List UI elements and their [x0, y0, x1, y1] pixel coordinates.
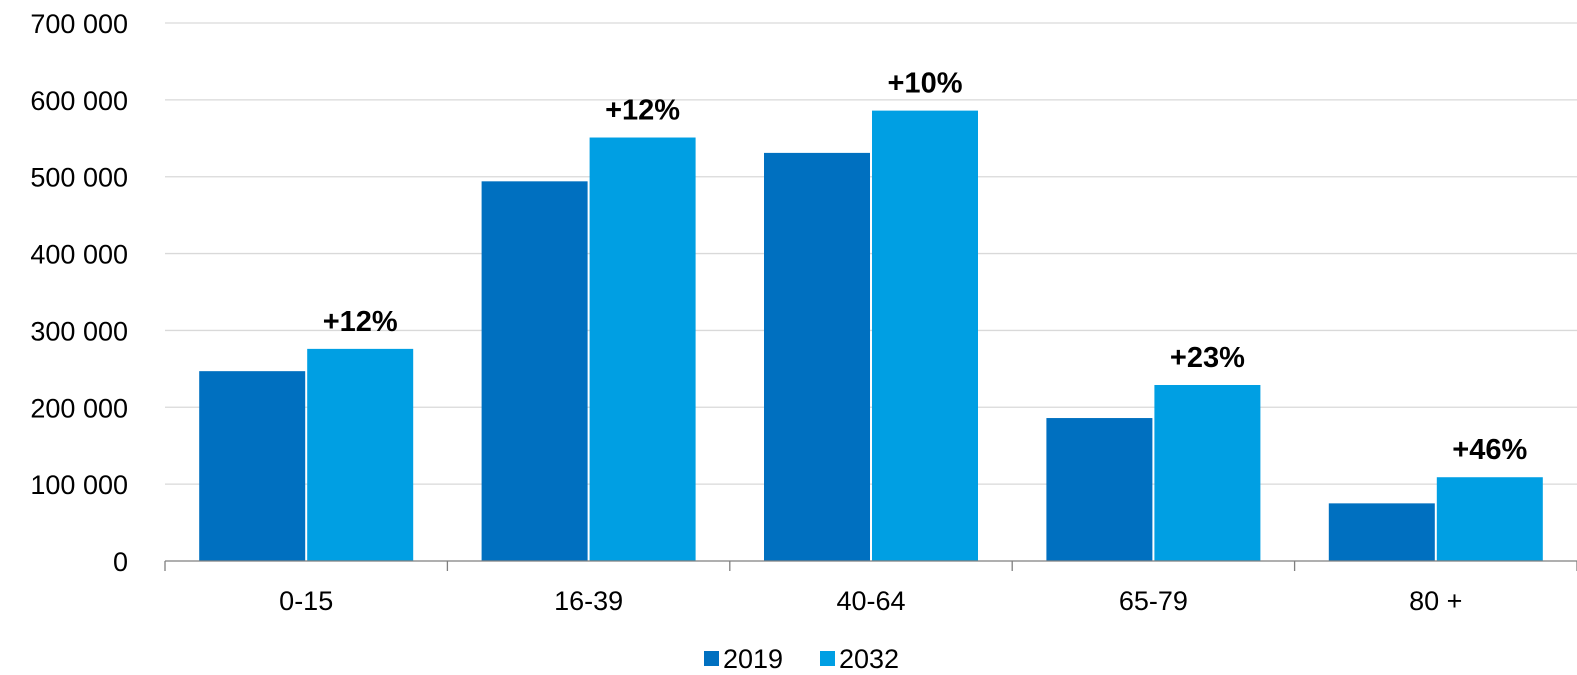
bar-2032-0-15 [307, 348, 414, 561]
growth-annotation: +12% [605, 95, 680, 127]
y-tick-label: 400 000 [30, 240, 128, 270]
bar-series [199, 110, 1543, 562]
x-axis: 0-15 16-39 40-64 65-79 80 + [164, 560, 1577, 616]
bar-2019-40-64 [764, 152, 870, 562]
bar-2032-65-79 [1154, 384, 1261, 561]
y-tick-label: 0 [113, 547, 128, 577]
legend-swatch-2019 [704, 651, 719, 666]
bar-2032-80+ [1436, 477, 1543, 561]
x-tick-label: 80 + [1409, 586, 1462, 616]
legend: 2019 2032 [704, 644, 899, 674]
y-tick-label: 700 000 [30, 9, 128, 39]
y-tick-label: 100 000 [30, 470, 128, 500]
y-tick-label: 600 000 [30, 86, 128, 116]
x-tick-label: 40-64 [836, 586, 905, 616]
x-tick-label: 0-15 [279, 586, 333, 616]
x-tick-label: 16-39 [554, 586, 623, 616]
growth-annotation: +23% [1170, 342, 1245, 374]
legend-label-2019: 2019 [723, 644, 783, 674]
growth-annotation: +12% [323, 306, 398, 338]
bar-2019-65-79 [1046, 418, 1153, 561]
bar-2019-16-39 [481, 181, 588, 561]
legend-label-2032: 2032 [839, 644, 899, 674]
legend-swatch-2032 [820, 651, 835, 666]
bar-2032-16-39 [589, 137, 696, 561]
y-tick-label: 300 000 [30, 316, 128, 346]
bar-2019-0-15 [199, 371, 306, 561]
y-axis-tick-labels: 0 100 000 200 000 300 000 400 000 500 000 600 … [30, 9, 128, 577]
bar-2019-80+ [1328, 503, 1435, 561]
bar-2032-40-64 [872, 110, 978, 562]
growth-annotation: +10% [888, 68, 963, 100]
growth-annotation: +46% [1452, 434, 1527, 466]
bar-annotations: +12% +12% +10% +23% +46% [323, 68, 1528, 467]
y-tick-label: 200 000 [30, 393, 128, 423]
x-tick-label: 65-79 [1119, 586, 1188, 616]
y-tick-label: 500 000 [30, 163, 128, 193]
